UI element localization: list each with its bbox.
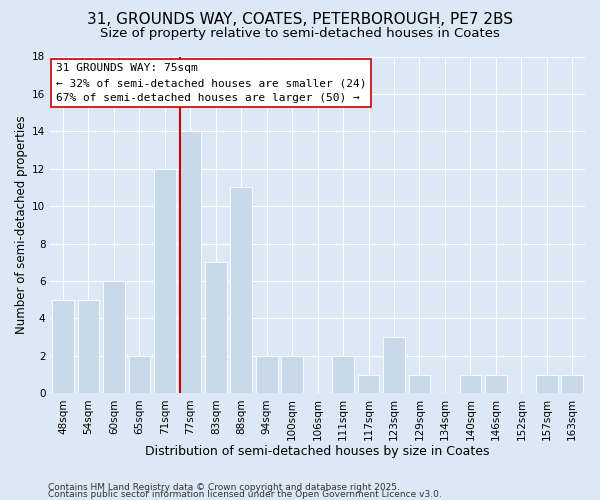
Y-axis label: Number of semi-detached properties: Number of semi-detached properties [15, 116, 28, 334]
Bar [179, 132, 201, 394]
Bar [460, 374, 481, 394]
Text: Contains HM Land Registry data © Crown copyright and database right 2025.: Contains HM Land Registry data © Crown c… [48, 484, 400, 492]
Text: Size of property relative to semi-detached houses in Coates: Size of property relative to semi-detach… [100, 28, 500, 40]
Bar [52, 300, 74, 394]
Bar [485, 374, 507, 394]
Bar [205, 262, 227, 394]
Bar [383, 337, 405, 394]
Bar [256, 356, 278, 394]
Bar [103, 281, 125, 394]
Bar [77, 300, 99, 394]
Bar [230, 188, 252, 394]
Text: 31, GROUNDS WAY, COATES, PETERBOROUGH, PE7 2BS: 31, GROUNDS WAY, COATES, PETERBOROUGH, P… [87, 12, 513, 28]
Bar [128, 356, 150, 394]
Bar [536, 374, 557, 394]
Bar [281, 356, 303, 394]
Text: 31 GROUNDS WAY: 75sqm
← 32% of semi-detached houses are smaller (24)
67% of semi: 31 GROUNDS WAY: 75sqm ← 32% of semi-deta… [56, 63, 366, 103]
Bar [154, 169, 176, 394]
Text: Contains public sector information licensed under the Open Government Licence v3: Contains public sector information licen… [48, 490, 442, 499]
Bar [409, 374, 430, 394]
Bar [332, 356, 354, 394]
Bar [358, 374, 379, 394]
Bar [562, 374, 583, 394]
X-axis label: Distribution of semi-detached houses by size in Coates: Distribution of semi-detached houses by … [145, 444, 490, 458]
